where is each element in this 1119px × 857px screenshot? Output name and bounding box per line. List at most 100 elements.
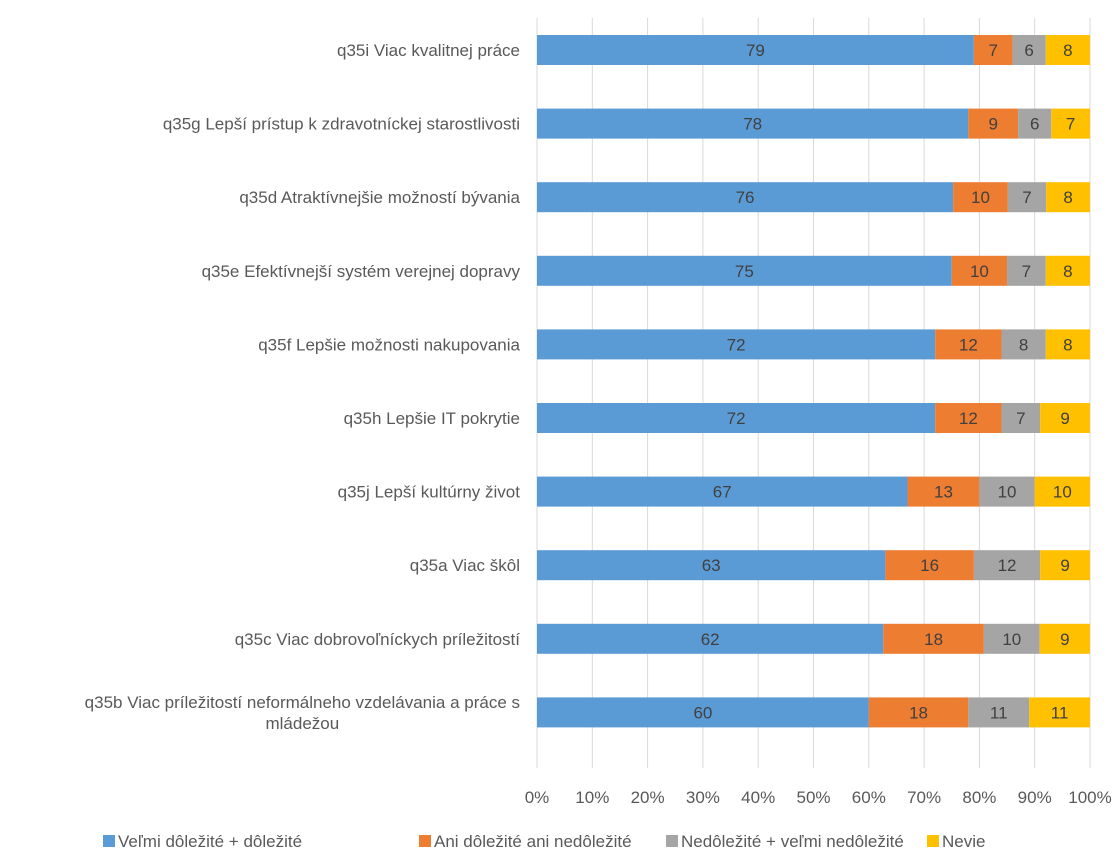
data-label: 9 bbox=[1060, 409, 1069, 428]
data-label: 8 bbox=[1063, 188, 1072, 207]
bar-segment bbox=[537, 476, 908, 507]
x-tick-label: 70% bbox=[907, 788, 941, 807]
data-label: 78 bbox=[743, 115, 762, 134]
category-label: q35f Lepšie možnosti nakupovania bbox=[258, 335, 520, 354]
data-label: 8 bbox=[1063, 41, 1072, 60]
bar-segment bbox=[907, 476, 980, 507]
x-tick-label: 20% bbox=[631, 788, 665, 807]
legend-swatch bbox=[927, 835, 939, 847]
data-label: 7 bbox=[988, 41, 997, 60]
data-label: 8 bbox=[1019, 335, 1028, 354]
bar-segment bbox=[537, 182, 954, 213]
bar-segment bbox=[537, 403, 936, 433]
legend-label: Nedôležité + veľmi nedôležité bbox=[681, 832, 904, 851]
bar-segment bbox=[1046, 182, 1090, 213]
category-label: q35d Atraktívnejšie možností bývania bbox=[239, 188, 520, 207]
bar-segment bbox=[1045, 255, 1090, 286]
legend-swatch bbox=[666, 835, 678, 847]
bar-segment bbox=[883, 623, 984, 654]
bar-segment bbox=[1045, 329, 1090, 360]
bar-segment bbox=[1007, 255, 1046, 286]
data-label: 6 bbox=[1024, 41, 1033, 60]
data-label: 7 bbox=[1066, 115, 1075, 134]
data-label: 10 bbox=[971, 188, 990, 207]
data-label: 10 bbox=[998, 483, 1017, 502]
data-label: 6 bbox=[1030, 115, 1039, 134]
data-label: 72 bbox=[727, 409, 746, 428]
bar-segment bbox=[1034, 476, 1090, 507]
data-label: 16 bbox=[920, 556, 939, 575]
bar-segment bbox=[1040, 403, 1090, 433]
legend-label: Ani dôležité ani nedôležité bbox=[434, 832, 632, 851]
x-tick-label: 10% bbox=[575, 788, 609, 807]
bar-segment bbox=[935, 403, 1002, 433]
x-tick-label: 100% bbox=[1068, 788, 1111, 807]
bars bbox=[537, 35, 1090, 728]
data-label: 9 bbox=[1060, 630, 1069, 649]
data-label: 79 bbox=[746, 41, 765, 60]
data-label: 72 bbox=[727, 335, 746, 354]
x-tick-label: 30% bbox=[686, 788, 720, 807]
category-label: q35b Viac príležitostí neformálneho vzde… bbox=[85, 693, 520, 733]
bar-segment bbox=[968, 108, 1019, 139]
bar-segment bbox=[537, 35, 974, 65]
bar-segment bbox=[537, 255, 952, 286]
bar-segment bbox=[979, 476, 1035, 507]
bar-segment bbox=[1001, 403, 1041, 433]
category-label: q35g Lepší prístup k zdravotníckej staro… bbox=[163, 115, 520, 134]
data-label: 76 bbox=[736, 188, 755, 207]
data-label: 13 bbox=[934, 483, 953, 502]
bar-segment bbox=[868, 697, 969, 728]
legend-label: Veľmi dôležité + dôležité bbox=[118, 832, 302, 851]
data-label: 10 bbox=[970, 262, 989, 281]
data-label: 8 bbox=[1063, 335, 1072, 354]
category-label: q35h Lepšie IT pokrytie bbox=[344, 409, 520, 428]
x-axis-tick-labels: 0% 10% 20% 30% 40% 50% 60% 70% 80% 90% 100% bbox=[525, 788, 1112, 807]
data-label: 10 bbox=[1002, 630, 1021, 649]
category-labels: q35i Viac kvalitnej práce q35g Lepší prís… bbox=[85, 41, 521, 733]
data-label: 7 bbox=[1022, 262, 1031, 281]
data-label: 18 bbox=[909, 703, 928, 722]
bar-segment bbox=[1018, 108, 1052, 139]
bar-segment bbox=[885, 550, 974, 581]
data-label: 60 bbox=[693, 703, 712, 722]
data-label: 9 bbox=[988, 115, 997, 134]
data-label: 9 bbox=[1060, 556, 1069, 575]
category-label: q35a Viac škôl bbox=[410, 556, 520, 575]
bar-segment bbox=[537, 623, 884, 654]
x-tick-label: 60% bbox=[852, 788, 886, 807]
data-label: 18 bbox=[924, 630, 943, 649]
bar-segment bbox=[1045, 35, 1090, 65]
category-label: q35i Viac kvalitnej práce bbox=[337, 41, 520, 60]
bar-segment bbox=[537, 697, 869, 728]
bar-segment bbox=[1051, 108, 1090, 139]
bar-segment bbox=[1001, 329, 1046, 360]
bar-segment bbox=[1007, 182, 1047, 213]
bar-segment bbox=[1039, 623, 1090, 654]
bar-segment bbox=[953, 182, 1008, 213]
data-label: 12 bbox=[959, 335, 978, 354]
bar-segment bbox=[973, 35, 1013, 65]
legend: Veľmi dôležité + dôležité Ani dôležité an… bbox=[103, 832, 985, 851]
bar-segment bbox=[951, 255, 1008, 286]
x-tick-label: 80% bbox=[962, 788, 996, 807]
data-label: 7 bbox=[1022, 188, 1031, 207]
bar-segment bbox=[537, 329, 936, 360]
legend-swatch bbox=[103, 835, 115, 847]
data-label: 62 bbox=[701, 630, 720, 649]
bar-segment bbox=[968, 697, 1030, 728]
bar-segment bbox=[935, 329, 1002, 360]
category-label: q35j Lepší kultúrny život bbox=[338, 483, 521, 502]
data-label: 12 bbox=[959, 409, 978, 428]
bar-segment bbox=[1040, 550, 1090, 581]
data-label: 11 bbox=[990, 703, 1008, 722]
bar-segment bbox=[983, 623, 1040, 654]
bar-segment bbox=[537, 108, 969, 139]
bar-segment bbox=[1029, 697, 1090, 728]
data-labels: 79 7 6 878 9 6 776 10 7 875 10 7 872 12 8 872 12 7 967 13 10… bbox=[693, 41, 1075, 722]
x-tick-label: 90% bbox=[1018, 788, 1052, 807]
data-label: 11 bbox=[1051, 703, 1069, 722]
data-label: 75 bbox=[735, 262, 754, 281]
x-tick-label: 50% bbox=[796, 788, 830, 807]
